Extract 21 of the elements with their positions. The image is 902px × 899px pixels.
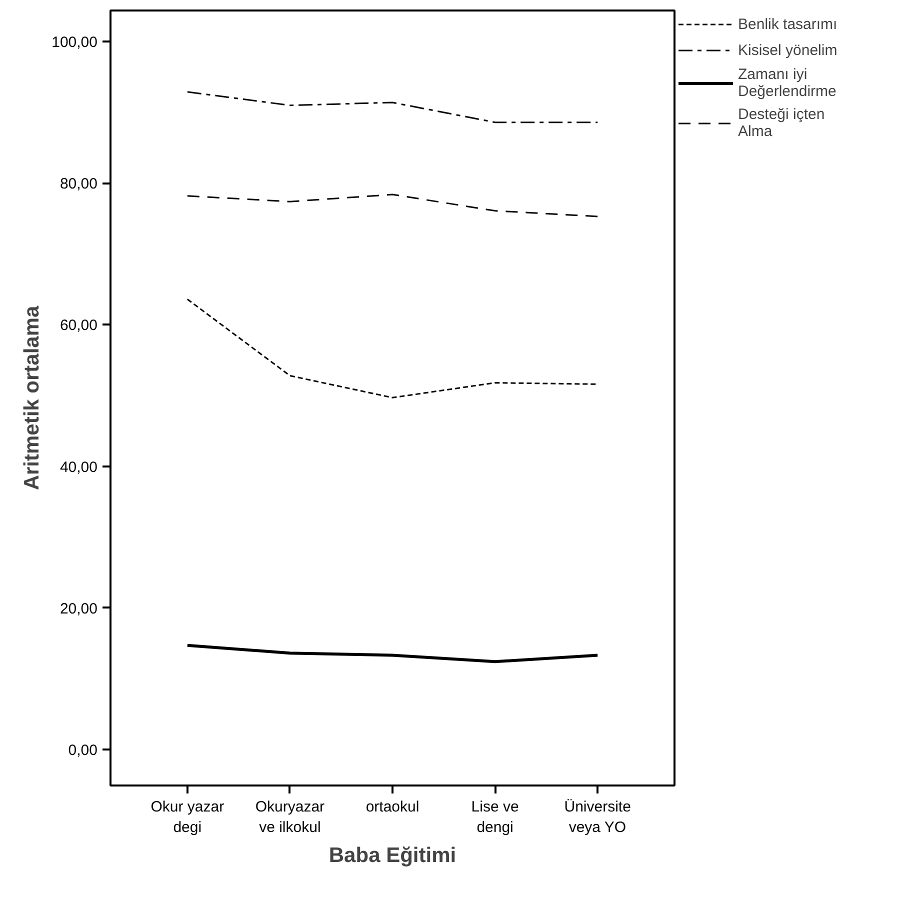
y-tick-label: 20,00: [60, 600, 98, 618]
x-tick-label: ortaokul: [366, 798, 420, 816]
line-series: [186, 298, 598, 398]
x-axis-title: Baba Eğitimi: [328, 844, 456, 867]
x-tick-label: Üniversite veya YO: [564, 798, 631, 836]
y-tick-label: 40,00: [60, 458, 98, 476]
legend-label: Zamanı iyi Değerlendirme: [738, 66, 836, 100]
legend-label: Benlik tasarımı: [738, 16, 838, 32]
x-tick-label: Lise ve dengi: [471, 798, 519, 836]
line-series: [186, 194, 598, 218]
legend-label: Desteği içten Alma: [738, 106, 825, 140]
legend-label: Kisisel yönelim: [738, 42, 838, 58]
y-tick-label: 0,00: [68, 742, 98, 759]
y-tick-label: 60,00: [60, 317, 98, 334]
y-tick-label: 80,00: [60, 176, 98, 193]
x-tick-label: Okur yazar degi: [150, 798, 224, 836]
y-tick-label: 100,00: [52, 34, 98, 52]
line-series: [186, 91, 598, 124]
x-tick-label: Okuryazar ve ilkokul: [255, 798, 325, 836]
y-axis-title: Aritmetik ortalama: [20, 305, 44, 490]
line-series: [186, 644, 600, 664]
